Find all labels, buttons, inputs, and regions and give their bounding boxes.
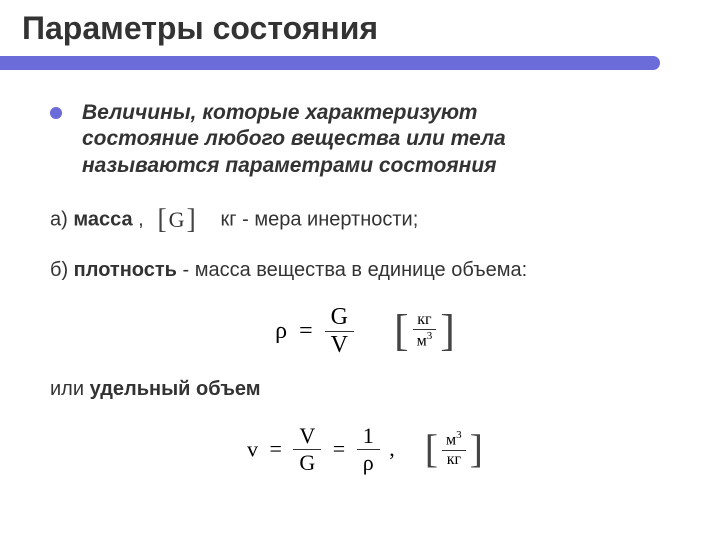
sv-equation: v = V G = 1 ρ , bbox=[247, 423, 395, 476]
density-unit-bracket: [ кг м3 ] bbox=[394, 311, 455, 350]
left-bracket-icon: [ bbox=[425, 433, 438, 465]
bullet-icon bbox=[50, 107, 62, 119]
left-bracket-icon: [ bbox=[394, 313, 409, 348]
content-area: Величины, которые характеризуют состояни… bbox=[50, 100, 680, 492]
sv-unit-num: м3 bbox=[442, 429, 466, 450]
item-b-desc: - масса вещества в единице объема: bbox=[177, 259, 527, 281]
item-b-term: плотность bbox=[74, 259, 177, 281]
sv-fraction2: 1 ρ bbox=[357, 423, 380, 476]
sv-fraction1: V G bbox=[293, 423, 321, 476]
density-unit-den: м3 bbox=[413, 330, 437, 350]
slide-title: Параметры состояния bbox=[22, 10, 390, 47]
item-a-label: а) bbox=[50, 208, 73, 230]
title-accent-band bbox=[0, 56, 660, 70]
definition-bullet: Величины, которые характеризуют состояни… bbox=[50, 100, 680, 179]
item-a-term: масса bbox=[73, 208, 132, 230]
sv-unit-fraction: м3 кг bbox=[438, 429, 470, 468]
rho-fraction: G V bbox=[325, 304, 354, 359]
sv-den2: ρ bbox=[357, 450, 380, 476]
definition-line2: состояние любого вещества или тела bbox=[82, 127, 506, 150]
mass-symbol-bracket: [ G ] bbox=[157, 205, 196, 236]
rho-eq: = bbox=[299, 318, 313, 344]
rho-num: G bbox=[325, 304, 354, 332]
density-formula: ρ = G V [ кг м3 ] bbox=[50, 304, 680, 359]
sv-num2: 1 bbox=[357, 423, 380, 450]
sv-num1: V bbox=[293, 423, 321, 450]
definition-line3: называются параметрами состояния bbox=[82, 154, 497, 177]
rho-lhs: ρ bbox=[275, 318, 287, 344]
item-b-label: б) bbox=[50, 259, 74, 281]
sv-eq2: = bbox=[333, 436, 345, 461]
specific-volume-formula-row: v = V G = 1 ρ , [ м3 кг ] bbox=[247, 423, 483, 476]
item-c-term: удельный объем bbox=[90, 378, 261, 400]
mass-unit-desc: кг - мера инертности; bbox=[221, 208, 419, 230]
left-bracket-icon: [ bbox=[157, 209, 166, 231]
density-equation: ρ = G V bbox=[275, 304, 354, 359]
specific-volume-formula: v = V G = 1 ρ , [ м3 кг ] bbox=[50, 423, 680, 476]
sv-eq1: = bbox=[269, 436, 281, 461]
density-formula-row: ρ = G V [ кг м3 ] bbox=[275, 304, 455, 359]
right-bracket-icon: ] bbox=[470, 433, 483, 465]
item-mass: а) масса , [ G ] кг - мера инертности; bbox=[50, 205, 680, 236]
definition-line1: Величины, которые характеризуют bbox=[82, 101, 477, 124]
right-bracket-icon: ] bbox=[187, 209, 196, 231]
definition-text: Величины, которые характеризуют состояни… bbox=[82, 100, 506, 179]
sv-unit-den: кг bbox=[442, 451, 466, 469]
sv-comma: , bbox=[389, 436, 395, 461]
rho-den: V bbox=[325, 332, 354, 359]
density-unit-num: кг bbox=[413, 311, 437, 330]
item-c-prefix: или bbox=[50, 378, 90, 400]
item-a-after: , bbox=[133, 208, 144, 230]
sv-den1: G bbox=[293, 450, 321, 476]
density-unit-fraction: кг м3 bbox=[409, 311, 441, 350]
mass-symbol: G bbox=[167, 205, 187, 236]
item-density: б) плотность - масса вещества в единице … bbox=[50, 256, 680, 284]
item-specific-volume: или удельный объем bbox=[50, 375, 680, 403]
right-bracket-icon: ] bbox=[440, 313, 455, 348]
sv-unit-bracket: [ м3 кг ] bbox=[425, 429, 483, 468]
sv-lhs: v bbox=[247, 436, 258, 461]
